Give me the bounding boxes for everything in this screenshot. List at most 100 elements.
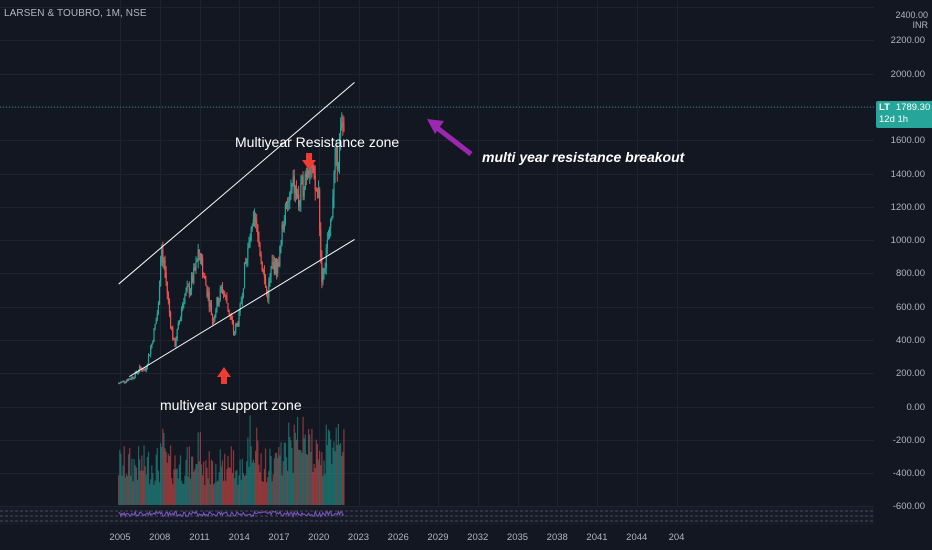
volume-bar: [304, 434, 306, 505]
candle-body: [131, 376, 133, 379]
candle-body: [179, 316, 182, 322]
volume-bar: [137, 446, 140, 505]
candle-body: [201, 257, 204, 277]
volume-bar: [256, 427, 258, 505]
candle-body: [290, 190, 292, 193]
y-tick-label: -400.00: [893, 468, 925, 479]
candle-body: [254, 217, 257, 221]
volume-bars: [118, 415, 345, 505]
volume-bar: [227, 456, 229, 505]
candle-body: [267, 293, 269, 299]
volume-bar: [291, 448, 293, 505]
volume-bar: [166, 462, 168, 505]
volume-bar: [215, 463, 217, 505]
candle-body: [160, 258, 162, 287]
volume-bar: [292, 473, 294, 505]
candle-body: [154, 324, 156, 329]
candle-body: [152, 341, 154, 344]
candle-body: [294, 186, 296, 193]
volume-bar: [177, 478, 179, 505]
volume-bar: [263, 468, 266, 505]
candle-body: [162, 248, 164, 263]
candle-body: [311, 165, 313, 167]
volume-bar: [293, 424, 295, 505]
volume-bar: [288, 422, 290, 505]
x-tick-label: 2011: [189, 532, 209, 543]
volume-bar: [199, 432, 201, 505]
volume-bar: [289, 436, 291, 505]
x-tick-label: 2041: [586, 532, 607, 543]
rsi-panel: [0, 507, 874, 525]
volume-bar: [252, 459, 254, 505]
volume-bar: [295, 439, 298, 505]
volume-bar: [259, 472, 261, 505]
volume-bar: [327, 429, 330, 505]
candle-body: [144, 369, 146, 371]
candle-body: [331, 218, 333, 220]
volume-bar: [238, 475, 240, 505]
volume-bar: [164, 448, 166, 505]
volume-bar: [165, 451, 167, 505]
candle-body: [262, 270, 264, 272]
volume-bar: [122, 465, 124, 505]
volume-bar: [242, 473, 245, 505]
volume-bar: [162, 428, 164, 505]
candle-body: [238, 312, 240, 326]
volume-bar: [139, 459, 141, 505]
candle-body: [145, 367, 147, 371]
volume-bar: [237, 484, 239, 505]
candle-body: [218, 298, 220, 305]
volume-bar: [193, 471, 195, 505]
volume-bar: [120, 453, 122, 505]
candle-body: [200, 257, 203, 262]
volume-bar: [136, 479, 139, 505]
candle-body: [259, 243, 261, 256]
volume-bar: [231, 472, 234, 505]
volume-bar: [301, 452, 303, 505]
volume-bar: [147, 451, 150, 505]
candle-body: [342, 122, 344, 124]
candle-body: [174, 340, 176, 347]
candle-body: [335, 145, 337, 155]
volume-bar: [230, 446, 232, 505]
volume-bar: [250, 446, 252, 505]
x-tick-label: 2017: [268, 532, 289, 543]
volume-bar: [262, 481, 264, 505]
candle-body: [241, 297, 243, 302]
candle-body: [225, 295, 227, 297]
candle-body: [187, 285, 189, 287]
candle-body: [167, 293, 169, 301]
candle-body: [264, 278, 267, 287]
volume-bar: [277, 457, 279, 505]
volume-bar: [340, 443, 342, 505]
volume-bar: [123, 446, 125, 505]
volume-bar: [241, 458, 243, 505]
candle-body: [300, 183, 302, 202]
candle-body: [257, 224, 259, 236]
support-annotation: multiyear support zone: [160, 397, 302, 413]
candle-body: [246, 258, 248, 264]
breakout-arrow-icon: [427, 119, 473, 156]
currency-code: INR: [912, 20, 929, 30]
volume-bar: [313, 463, 315, 505]
candle-body: [239, 303, 241, 313]
candle-body: [206, 285, 208, 297]
volume-bar: [314, 468, 316, 505]
volume-bar: [269, 448, 271, 505]
candle-body: [123, 380, 125, 383]
volume-bar: [198, 461, 200, 505]
volume-bar: [209, 484, 211, 505]
volume-bar: [144, 466, 146, 505]
volume-bar: [185, 459, 187, 505]
candle-body: [132, 376, 134, 379]
candle-body: [313, 167, 315, 176]
candle-body: [273, 262, 275, 274]
candle-body: [194, 267, 196, 271]
candle-body: [341, 122, 343, 128]
volume-bar: [161, 447, 163, 505]
candle-body: [266, 286, 268, 294]
candle-body: [220, 286, 222, 289]
volume-bar: [271, 481, 273, 505]
volume-bar: [160, 443, 162, 505]
